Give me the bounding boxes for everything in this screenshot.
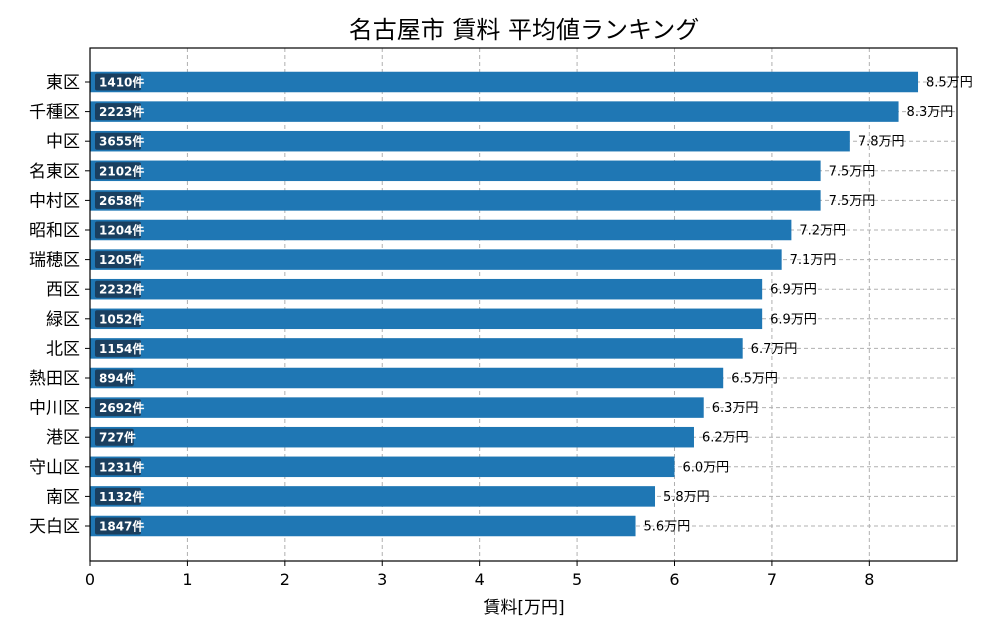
y-tick-label: 東区: [46, 73, 80, 93]
count-badge: [95, 428, 134, 446]
bar: [90, 515, 636, 537]
bar: [90, 190, 821, 211]
bar: [90, 130, 850, 152]
y-tick-label: 名東区: [29, 162, 80, 182]
x-tick-label: 1: [182, 570, 192, 589]
value-label: 7.8万円: [858, 135, 905, 150]
count-badge: [95, 369, 134, 387]
bar: [90, 486, 656, 507]
count-badge: [95, 251, 141, 269]
y-tick-label: 守山区: [29, 458, 80, 478]
y-tick-label: 昭和区: [29, 221, 80, 241]
value-label: 5.8万円: [663, 490, 710, 505]
count-badge: [95, 73, 141, 91]
bar-layer: 1410件 8.5万円 2223件 8.3万円 3655件 7.8万円 2102件 7.5万円…: [90, 71, 973, 537]
count-label: 2232件: [99, 282, 144, 297]
bar: [90, 308, 763, 330]
count-label: 1847件: [99, 519, 144, 534]
count-label: 2692件: [99, 400, 144, 415]
count-badge: [95, 132, 141, 150]
y-tick-label: 西区: [46, 280, 80, 300]
y-tick-label: 熱田区: [29, 369, 80, 389]
count-badge: [95, 310, 141, 328]
count-label: 1052件: [99, 311, 144, 326]
count-badge: [95, 221, 141, 239]
bar: [90, 426, 694, 448]
count-label: 727件: [99, 430, 136, 445]
count-label: 2102件: [99, 163, 144, 178]
value-label: 8.3万円: [907, 105, 954, 120]
value-label: 5.6万円: [644, 520, 691, 535]
value-label: 7.2万円: [799, 224, 846, 239]
value-label: 6.2万円: [702, 431, 749, 446]
chart-title: 名古屋市 賃料 平均値ランキング: [349, 16, 700, 44]
bar: [90, 219, 792, 241]
x-tick-label: 7: [767, 570, 777, 589]
grid-layer: [90, 48, 957, 561]
x-tick-label: 4: [475, 570, 485, 589]
bar: [90, 71, 919, 93]
value-label: 8.5万円: [926, 76, 973, 91]
y-tick-label: 港区: [46, 428, 80, 448]
count-label: 2223件: [99, 104, 144, 119]
value-label: 6.0万円: [682, 460, 729, 475]
count-label: 3655件: [99, 134, 144, 149]
y-tick-label: 天白区: [29, 517, 80, 537]
x-tick-label: 6: [669, 570, 679, 589]
count-label: 1231件: [99, 459, 144, 474]
count-label: 1132件: [99, 489, 144, 504]
value-label: 7.1万円: [790, 253, 837, 268]
value-label: 7.5万円: [829, 194, 876, 209]
count-badge: [95, 399, 141, 417]
count-label: 894件: [99, 371, 136, 386]
value-label: 7.5万円: [829, 164, 876, 179]
x-tick-label: 8: [864, 570, 874, 589]
y-tick-label: 中川区: [29, 399, 80, 419]
bar: [90, 278, 763, 300]
count-badge: [95, 103, 141, 121]
count-badge: [95, 339, 141, 357]
plot-frame: [89, 47, 958, 562]
count-label: 1154件: [99, 341, 144, 356]
value-label: 6.3万円: [712, 401, 759, 416]
x-tick-label: 3: [377, 570, 387, 589]
count-badge: [95, 280, 141, 298]
y-tick-label: 瑞穂区: [29, 251, 80, 271]
x-axis: 0 1 2 3 4 5 6 7 8: [85, 561, 874, 589]
bar: [90, 456, 675, 478]
bar: [90, 338, 743, 359]
y-axis: 東区千種区中区名東区中村区昭和区瑞穂区西区緑区北区熱田区中川区港区守山区南区天白…: [29, 73, 90, 537]
count-badge: [95, 191, 141, 209]
y-tick-label: 南区: [46, 487, 80, 507]
x-tick-label: 2: [280, 570, 290, 589]
count-label: 2658件: [99, 193, 144, 208]
value-label: 6.9万円: [770, 283, 817, 298]
count-badge: [95, 162, 141, 180]
y-tick-label: 中村区: [29, 191, 80, 211]
y-tick-label: 中区: [46, 132, 80, 152]
count-label: 1410件: [99, 75, 144, 90]
bar: [90, 367, 724, 389]
x-axis-label: 賃料[万円]: [483, 598, 564, 618]
bar: [90, 101, 899, 122]
bar: [90, 397, 704, 418]
y-tick-label: 北区: [46, 339, 80, 359]
x-tick-label: 5: [572, 570, 582, 589]
count-badge: [95, 487, 141, 505]
y-tick-label: 千種区: [29, 103, 80, 123]
bar: [90, 249, 782, 270]
x-tick-label: 0: [85, 570, 95, 589]
count-label: 1205件: [99, 252, 144, 267]
value-label: 6.7万円: [751, 342, 798, 357]
value-label: 6.5万円: [731, 372, 778, 387]
value-label: 6.9万円: [770, 312, 817, 327]
y-tick-label: 緑区: [46, 310, 80, 330]
count-label: 1204件: [99, 223, 144, 238]
bar: [90, 160, 821, 182]
count-badge: [95, 458, 141, 476]
count-badge: [95, 517, 141, 535]
